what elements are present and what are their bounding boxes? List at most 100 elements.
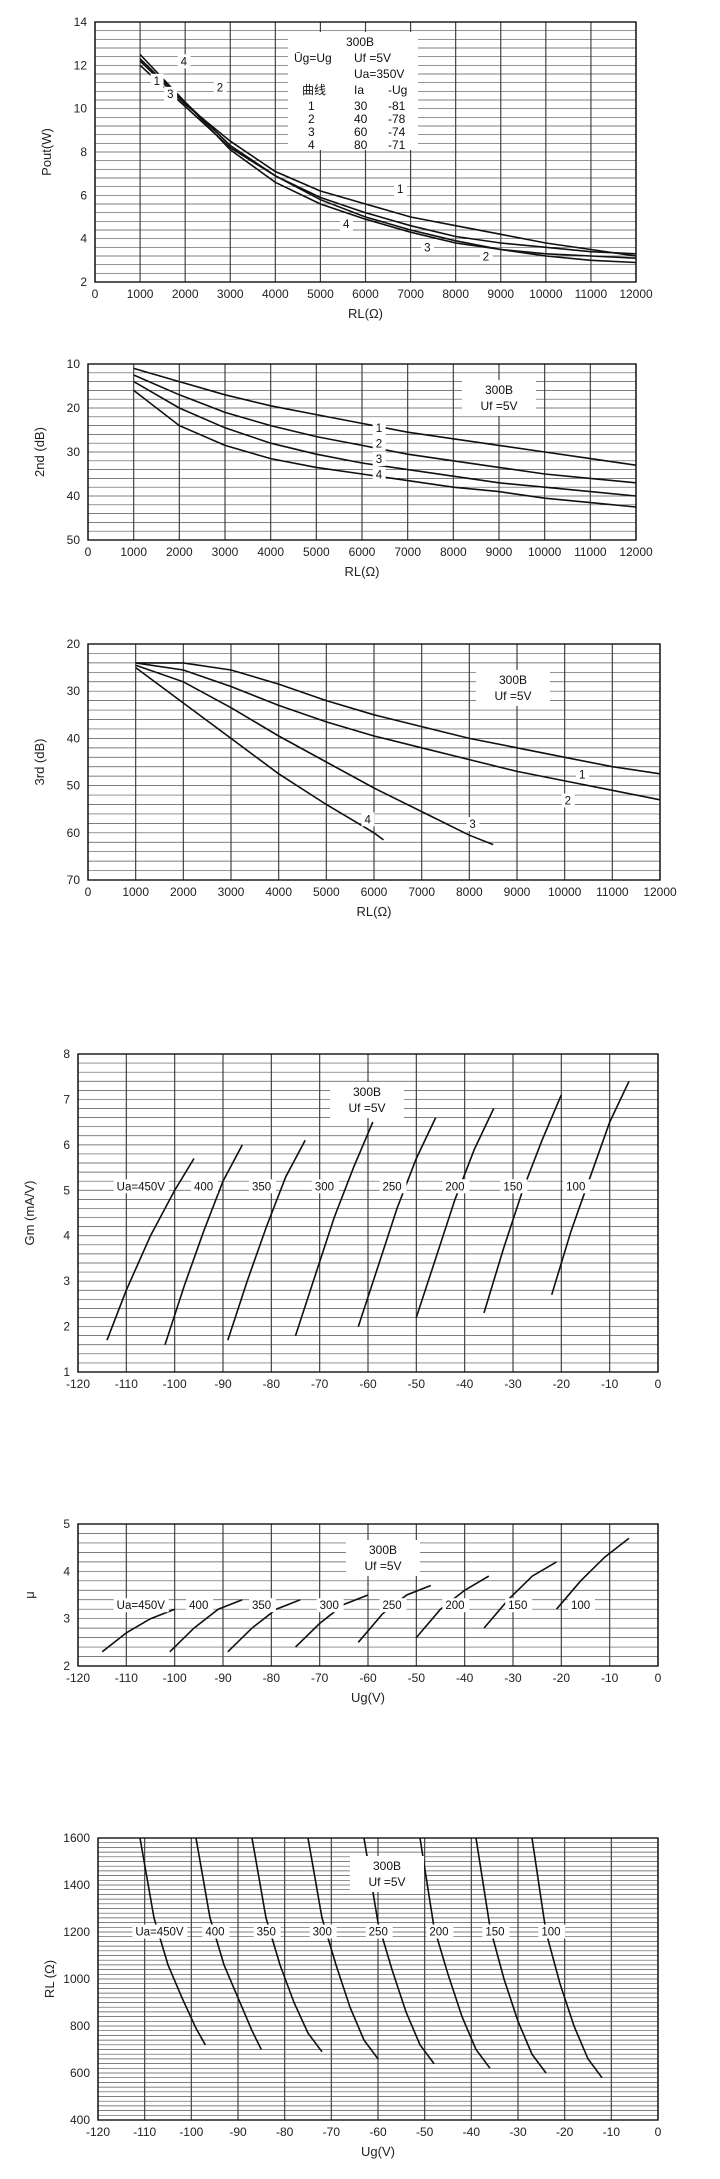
x-tick-labels: 0 1000 2000 3000 4000 5000 6000 7000 8000 9000 100… [92, 287, 653, 301]
curve-label: 1 [376, 423, 382, 435]
legend-tube-name: 300B [369, 1543, 397, 1557]
legend-filament-voltage: Uf =5V [494, 689, 531, 703]
y-tick-label: 20 [67, 401, 81, 415]
y-axis-label: 3rd (dB) [32, 739, 47, 786]
curve-label: 3 [376, 454, 382, 466]
series-line-7 [483, 1094, 563, 1314]
x-tick-label: -30 [504, 1377, 522, 1391]
x-tick-labels: -120 -110 -100 -90 -80 -70 -60 -50 -40 -30 -20 -10 0 [66, 1377, 662, 1391]
x-tick-label: -80 [263, 1671, 281, 1685]
legend-table-cell: 60 [354, 125, 368, 139]
y-tick-label: 1400 [63, 1878, 90, 1892]
x-tick-label: 3000 [217, 287, 244, 301]
y-tick-label: 3 [63, 1274, 70, 1288]
x-tick-label: 0 [92, 287, 99, 301]
legend-table-cell: 4 [308, 138, 315, 152]
x-tick-labels: -120 -110 -100 -90 -80 -70 -60 -50 -40 -30 -20 -10 0 [86, 2125, 662, 2139]
x-tick-label: -60 [359, 1671, 377, 1685]
legend-filament-voltage: Uf =5V [348, 1101, 385, 1115]
x-tick-label: -20 [556, 2125, 574, 2139]
series-line-4 [135, 666, 384, 841]
x-tick-labels: -120 -110 -100 -90 -80 -70 -60 -50 -40 -30 -20 -10 0 [66, 1671, 662, 1685]
y-tick-label: 20 [67, 637, 81, 651]
x-tick-label: 4000 [257, 545, 284, 559]
curve-label-bg [253, 1924, 281, 1939]
y-tick-label: 40 [67, 489, 81, 503]
x-tick-labels: 0 1000 2000 3000 4000 5000 6000 7000 8000 9000 100… [85, 885, 677, 899]
x-tick-label: 0 [655, 2125, 662, 2139]
x-tick-label: 12000 [619, 287, 653, 301]
curve-label: 2 [376, 439, 382, 451]
series-line-2 [164, 1144, 244, 1345]
plot-frame [87, 363, 637, 541]
series-line-4 [294, 1594, 369, 1648]
legend-plate-voltage: Ua=350V [354, 67, 404, 81]
curve-label-bg [202, 1924, 230, 1939]
curve-label: 300 [313, 1927, 332, 1939]
curve-label-bg [479, 249, 493, 264]
y-tick-labels: 1 2 3 4 5 6 7 8 [63, 1047, 70, 1379]
x-tick-label: -50 [408, 1377, 426, 1391]
x-tick-label: 2000 [170, 885, 197, 899]
x-tick-labels: 0 1000 2000 3000 4000 5000 6000 7000 8000 9000 100… [85, 545, 653, 559]
curve-label: 300 [315, 1181, 334, 1193]
x-tick-label: 2000 [172, 287, 199, 301]
legend-tube-name: 300B [373, 1859, 401, 1873]
legend-table-cell: 2 [308, 112, 315, 126]
curve-label-bg [442, 1179, 470, 1194]
x-tick-label: 5000 [307, 287, 334, 301]
plot-frame [77, 1523, 659, 1667]
curve-label: 2 [483, 251, 489, 263]
curve-label-bg [249, 1598, 276, 1613]
x-tick-label: -90 [214, 1377, 232, 1391]
y-tick-label: 800 [70, 2019, 90, 2033]
series-line-2 [195, 1837, 263, 2050]
series-line-5 [357, 1117, 437, 1327]
series-line-4 [307, 1837, 379, 2060]
curve-label-bg [309, 1924, 337, 1939]
curve-label: 200 [429, 1927, 448, 1939]
legend: 300B Uf =5V [330, 1082, 404, 1118]
series-line-3 [133, 380, 637, 497]
x-tick-label: -50 [416, 2125, 434, 2139]
legend-table-cell: 80 [354, 138, 368, 152]
curve-label-bg [379, 1598, 407, 1613]
series-line-7 [475, 1837, 547, 2074]
y-tick-label: 2 [63, 1320, 70, 1334]
legend-table-cell: -78 [388, 112, 406, 126]
series-line-8 [550, 1080, 630, 1296]
curve-label: 4 [343, 219, 350, 231]
x-tick-label: -100 [163, 1377, 187, 1391]
curve-label-bg [394, 182, 408, 197]
curve-labels: 1 2 3 4 [361, 767, 589, 832]
series-line-1 [139, 1837, 206, 2046]
y-tick-label: 2 [80, 275, 87, 289]
x-tick-label: -80 [263, 1377, 281, 1391]
y-tick-label: 30 [67, 684, 81, 698]
y-tick-label: 4 [63, 1229, 70, 1243]
curve-label: 250 [369, 1927, 388, 1939]
y-axis-label: μ [22, 1591, 37, 1599]
x-tick-label: -40 [456, 1377, 474, 1391]
y-tick-label: 12 [74, 58, 88, 72]
legend-background [476, 670, 550, 706]
curve-label: 3 [424, 243, 430, 255]
x-tick-label: 9000 [486, 545, 513, 559]
x-tick-label: 0 [655, 1671, 662, 1685]
y-axis-label: Gm (mA/V) [22, 1181, 37, 1246]
curve-label: 3 [167, 89, 173, 101]
curve-label: 400 [205, 1927, 224, 1939]
curve-label-bg [372, 452, 386, 466]
legend-table-cell: -71 [388, 138, 406, 152]
curve-label: 350 [252, 1600, 271, 1612]
x-tick-label: 5000 [313, 885, 340, 899]
curve-label: 400 [194, 1181, 213, 1193]
x-tick-label: 12000 [619, 545, 653, 559]
x-tick-label: 4000 [262, 287, 289, 301]
x-tick-label: 3000 [218, 885, 245, 899]
plot-frame [94, 21, 637, 283]
x-tick-label: -40 [456, 1671, 474, 1685]
x-tick-label: -120 [86, 2125, 110, 2139]
curve-label: 150 [508, 1600, 527, 1612]
curve-label-bg [372, 436, 386, 451]
